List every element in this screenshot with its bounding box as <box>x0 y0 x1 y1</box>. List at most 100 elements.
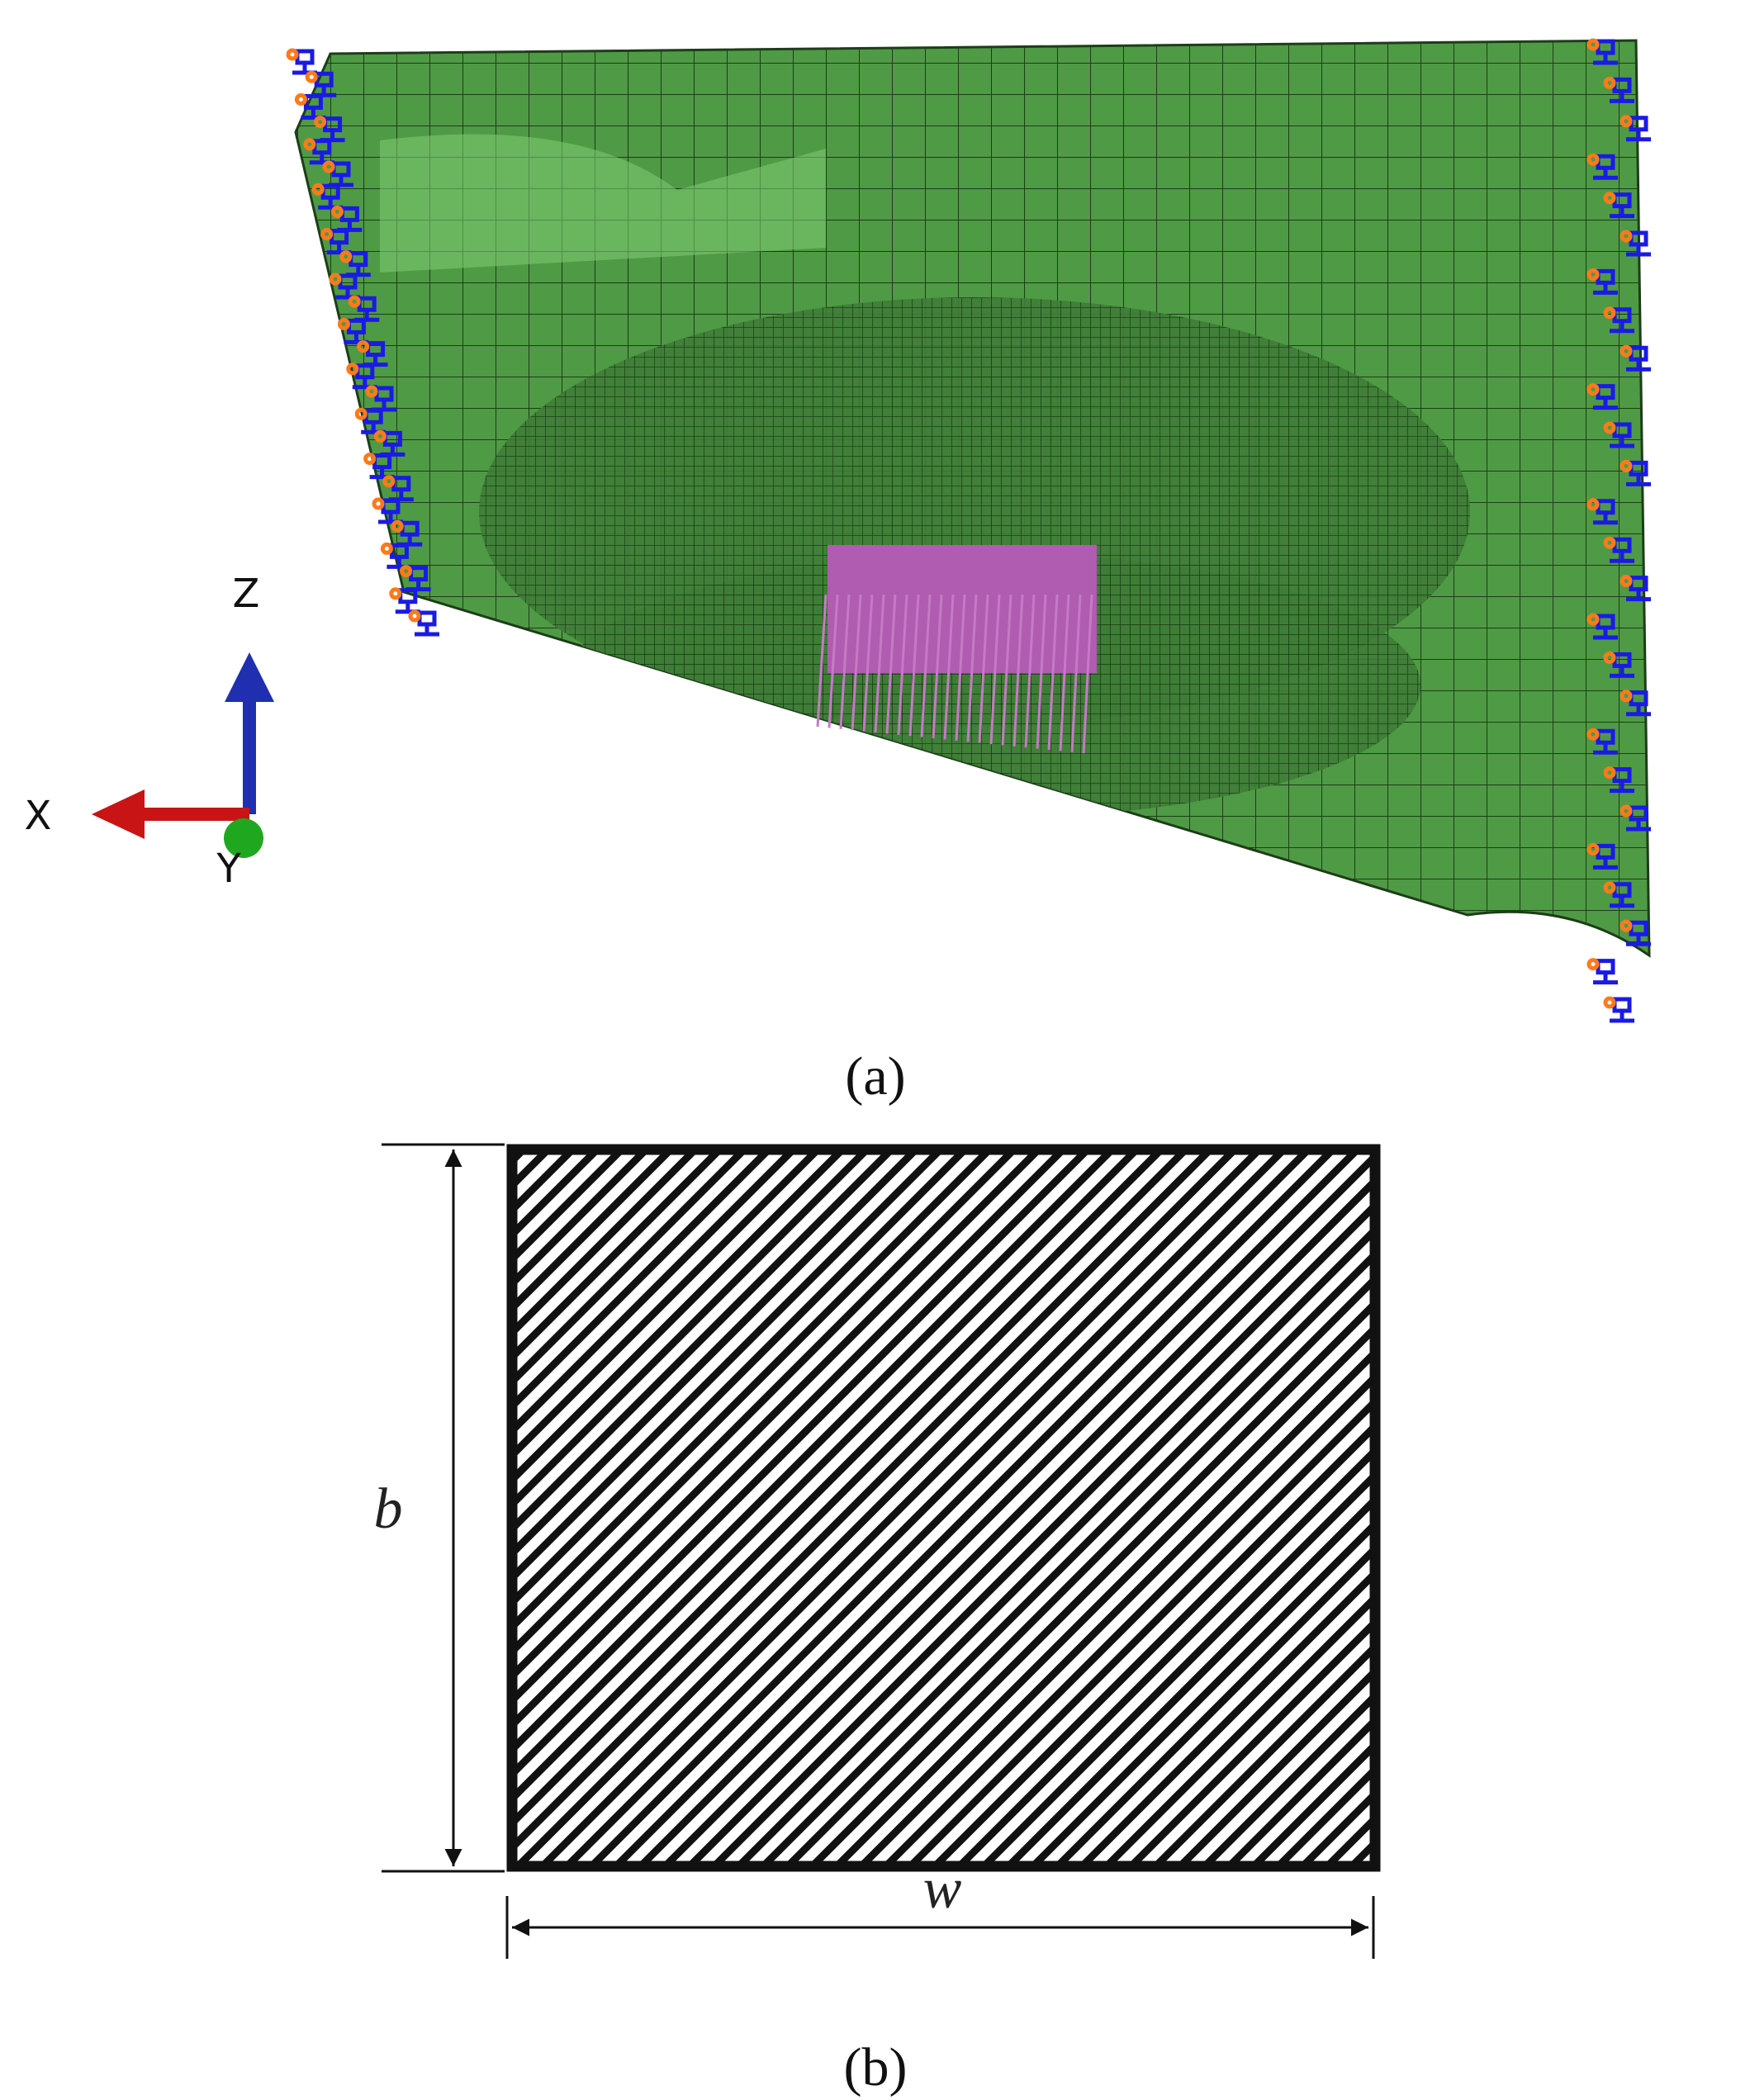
constraint-symbol <box>1610 882 1634 908</box>
constraint-node <box>311 183 325 196</box>
fe-model <box>286 38 1651 1023</box>
constraint-symbol <box>1610 767 1634 794</box>
z-label: Z <box>233 571 260 617</box>
load-arrow <box>1047 594 1059 751</box>
constraint-node <box>1586 498 1600 511</box>
constraint-node <box>1586 383 1600 396</box>
load-arrow <box>989 594 1001 745</box>
y-label: Y <box>216 846 241 892</box>
constraint-node <box>1603 536 1616 549</box>
constraint-symbol <box>1610 192 1634 219</box>
caption-a: (a) <box>845 1046 905 1107</box>
constraint-symbol <box>1593 614 1618 640</box>
load-arrow <box>1070 594 1082 752</box>
constraint-node <box>389 587 402 600</box>
constraint-node <box>346 363 359 376</box>
constraint-node <box>372 497 385 510</box>
constraint-node <box>1603 651 1616 664</box>
load-arrow <box>839 594 851 729</box>
load-arrow <box>932 594 943 739</box>
constraint-symbol <box>1593 384 1618 410</box>
constraint-node <box>1620 344 1633 358</box>
constraint-symbol <box>415 610 439 637</box>
constraint-node <box>1620 804 1633 818</box>
constraint-node <box>1586 268 1600 281</box>
constraint-symbol <box>1626 230 1651 257</box>
load-arrow <box>966 594 978 742</box>
constraint-symbol <box>1610 652 1634 678</box>
constraint-node <box>303 138 316 151</box>
constraint-node <box>1603 421 1616 434</box>
constraint-node <box>305 70 318 83</box>
constraint-node <box>1620 230 1633 243</box>
load-arrow <box>1059 594 1070 751</box>
load-arrow <box>1013 594 1024 747</box>
constraint-node <box>357 340 370 353</box>
height-label: b <box>374 1477 403 1541</box>
z-arrow-head <box>225 652 274 702</box>
constraint-symbol <box>1593 39 1618 65</box>
constraint-node <box>1586 153 1600 166</box>
constraint-symbol <box>1610 77 1634 103</box>
load-arrow <box>816 594 828 728</box>
constraint-node <box>363 453 377 466</box>
constraint-node <box>400 565 413 578</box>
x-label: X <box>25 793 52 839</box>
constraint-node <box>1620 919 1633 932</box>
constraint-node <box>382 475 396 488</box>
width-label: w <box>923 1857 962 1921</box>
constraint-node <box>1586 613 1600 626</box>
constraint-symbol <box>1626 690 1651 717</box>
constraint-symbol <box>1593 843 1618 870</box>
caption-b: (b) <box>844 2037 908 2098</box>
constraint-symbol <box>1593 154 1618 180</box>
constraint-node <box>1603 76 1616 89</box>
constraint-node <box>1603 996 1616 1009</box>
axis-triad: Z X Y <box>25 571 274 892</box>
dimension-lines <box>382 1143 1375 1959</box>
constraint-node <box>380 542 393 555</box>
load-arrow <box>920 594 932 737</box>
constraint-node <box>408 609 421 623</box>
constraint-symbol <box>1610 307 1634 334</box>
cross-section <box>506 1144 1381 1872</box>
load-arrow <box>943 594 955 740</box>
constraint-symbol <box>1610 422 1634 448</box>
constraint-node <box>1603 881 1616 894</box>
constraint-symbol <box>1626 576 1651 602</box>
constraint-node <box>1603 192 1616 205</box>
constraint-symbol <box>1626 920 1651 946</box>
constraint-node <box>348 295 361 308</box>
constraint-node <box>1603 766 1616 780</box>
load-arrow <box>862 594 874 732</box>
constraint-node <box>1620 575 1633 588</box>
constraint-symbol <box>1626 116 1651 142</box>
constraint-node <box>1586 728 1600 741</box>
constraint-symbol <box>1593 959 1618 985</box>
constraint-node <box>1620 690 1633 703</box>
constraint-node <box>1603 306 1616 320</box>
constraint-node <box>1620 459 1633 472</box>
constraint-symbol <box>1593 728 1618 755</box>
constraint-symbol <box>1626 345 1651 372</box>
constraint-node <box>330 205 344 218</box>
constraint-node <box>1620 115 1633 128</box>
constraint-node <box>365 385 378 398</box>
load-arrow <box>955 594 966 741</box>
load-region <box>816 545 1097 754</box>
constraint-node <box>354 407 368 420</box>
constraint-symbol <box>1626 805 1651 832</box>
constraint-node <box>391 519 404 533</box>
load-arrow <box>978 594 989 743</box>
constraints <box>286 38 1651 1023</box>
constraint-node <box>1586 38 1600 51</box>
constraint-node <box>1586 842 1600 856</box>
constraint-node <box>322 160 335 173</box>
constraint-node <box>337 317 350 330</box>
load-arrow <box>885 594 897 734</box>
constraint-node <box>314 116 327 129</box>
constraint-symbol <box>1593 268 1618 295</box>
load-arrow <box>897 594 908 735</box>
constraint-node <box>329 273 342 286</box>
